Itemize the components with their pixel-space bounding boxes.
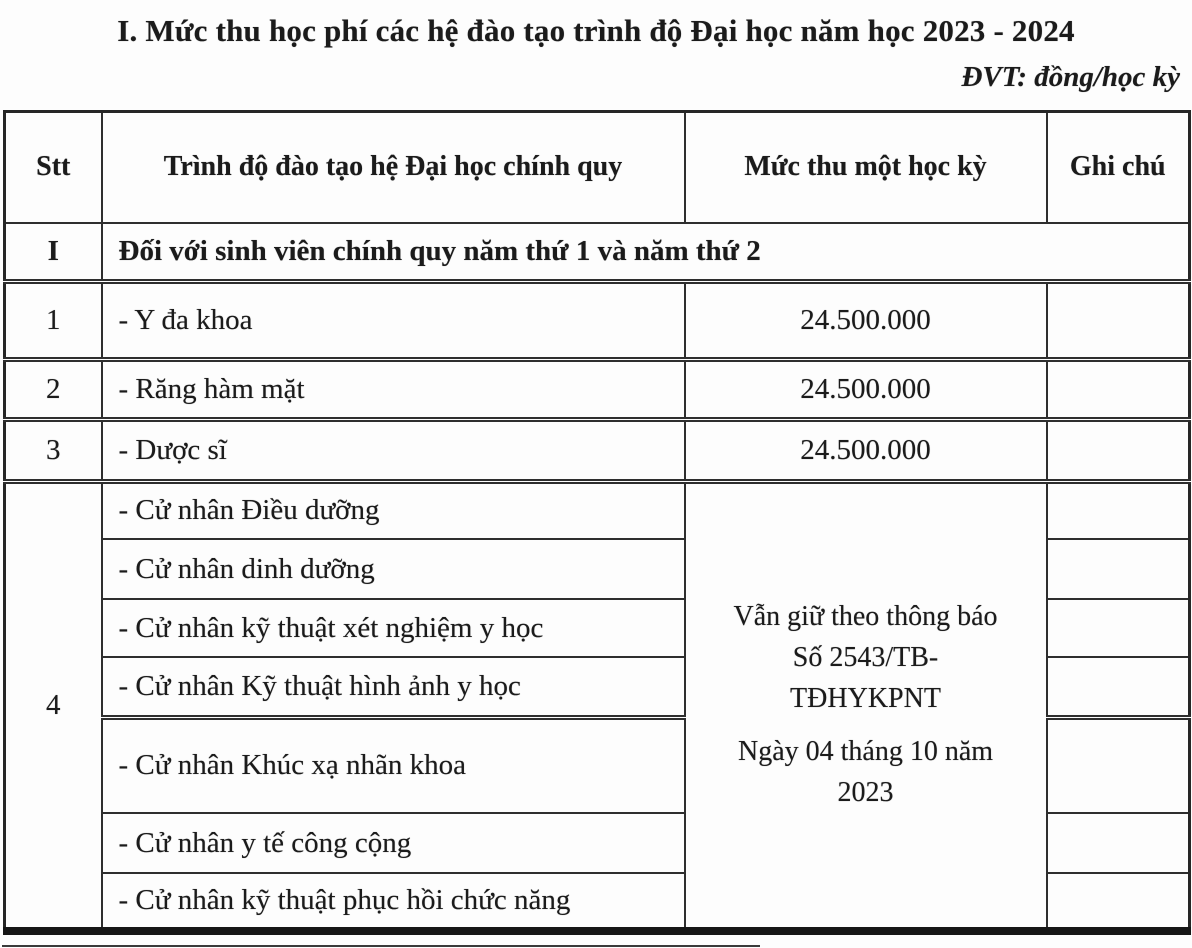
header-cell-stt: Stt [3, 110, 103, 225]
table-row: 2 - Răng hàm mặt 24.500.000 [3, 356, 1191, 421]
header-cell-fee: Mức thu một học kỳ [683, 110, 1048, 225]
group-fee-note-cell: Vẫn giữ theo thông báo Số 2543/TB- TĐHYK… [683, 478, 1048, 933]
table-row: - Cử nhân Khúc xạ nhãn khoa [5, 714, 1191, 815]
fee-cell: 24.500.000 [683, 356, 1048, 421]
table-row: - Cử nhân kỹ thuật phục hồi chức năng [5, 872, 1191, 933]
table-header-row: Stt Trình độ đào tạo hệ Đại học chính qu… [3, 110, 1191, 225]
next-row-cutoff-line [2, 945, 760, 947]
tuition-fee-table: Stt Trình độ đào tạo hệ Đại học chính qu… [3, 109, 1191, 936]
stt-cell: 2 [3, 356, 103, 421]
note-cell [1045, 598, 1191, 659]
note-cell [1045, 278, 1191, 361]
table-row: 4 - Cử nhân Điều dưỡng Vẫn giữ theo thôn… [3, 478, 1191, 933]
table-row: 3 - Dược sĩ 24.500.000 [3, 416, 1191, 483]
section-stt-cell: I [3, 222, 103, 283]
fee-note-line: TĐHYKPNT [790, 682, 941, 714]
header-cell-program: Trình độ đào tạo hệ Đại học chính quy [100, 110, 686, 225]
program-cell: - Cử nhân dinh dưỡng [100, 538, 686, 601]
table-row: - Cử nhân dinh dưỡng [5, 538, 1191, 601]
table-row: - Cử nhân y tế công cộng [5, 812, 1191, 875]
header-cell-note: Ghi chú [1045, 110, 1191, 225]
note-cell [1045, 416, 1191, 483]
fee-cell: 24.500.000 [683, 278, 1048, 361]
table-row: 1 - Y đa khoa 24.500.000 [3, 278, 1191, 361]
program-cell: - Cử nhân Khúc xạ nhãn khoa [100, 714, 686, 815]
program-cell: - Cử nhân kỹ thuật xét nghiệm y học [100, 598, 686, 659]
program-cell: - Cử nhân kỹ thuật phục hồi chức năng [100, 872, 686, 933]
program-cell: - Cử nhân Kỹ thuật hình ảnh y học [100, 656, 686, 719]
fee-note-line: Số 2543/TB- [792, 641, 939, 673]
note-cell [1045, 538, 1191, 601]
note-cell [1045, 356, 1191, 421]
program-cell: - Cử nhân Điều dưỡng [100, 478, 686, 541]
table-row: - Cử nhân Kỹ thuật hình ảnh y học [5, 656, 1191, 719]
table-row: - Cử nhân kỹ thuật xét nghiệm y học [5, 598, 1191, 659]
note-cell [1045, 714, 1191, 815]
unit-label: ĐVT: đồng/học kỳ [961, 60, 1180, 93]
section-row: I Đối với sinh viên chính quy năm thứ 1 … [3, 222, 1191, 283]
note-cell [1045, 812, 1191, 875]
section-label-cell: Đối với sinh viên chính quy năm thứ 1 và… [100, 222, 1191, 283]
fee-note-line: Vẫn giữ theo thông báo [733, 601, 998, 633]
stt-cell: 1 [3, 278, 103, 361]
fee-cell: 24.500.000 [683, 416, 1048, 483]
program-cell: - Răng hàm mặt [100, 356, 686, 421]
document-title: I. Mức thu học phí các hệ đào tạo trình … [117, 13, 1075, 48]
fee-note-line: 2023 [837, 776, 894, 808]
group-stt-cell: 4 [3, 478, 103, 933]
program-cell: - Dược sĩ [100, 416, 686, 483]
note-cell [1045, 656, 1191, 719]
note-cell [1045, 478, 1191, 541]
program-cell: - Y đa khoa [100, 278, 686, 361]
fee-note-line: Ngày 04 tháng 10 năm [737, 736, 994, 768]
program-cell: - Cử nhân y tế công cộng [100, 812, 686, 875]
note-cell [1045, 872, 1191, 933]
stt-cell: 3 [3, 416, 103, 483]
